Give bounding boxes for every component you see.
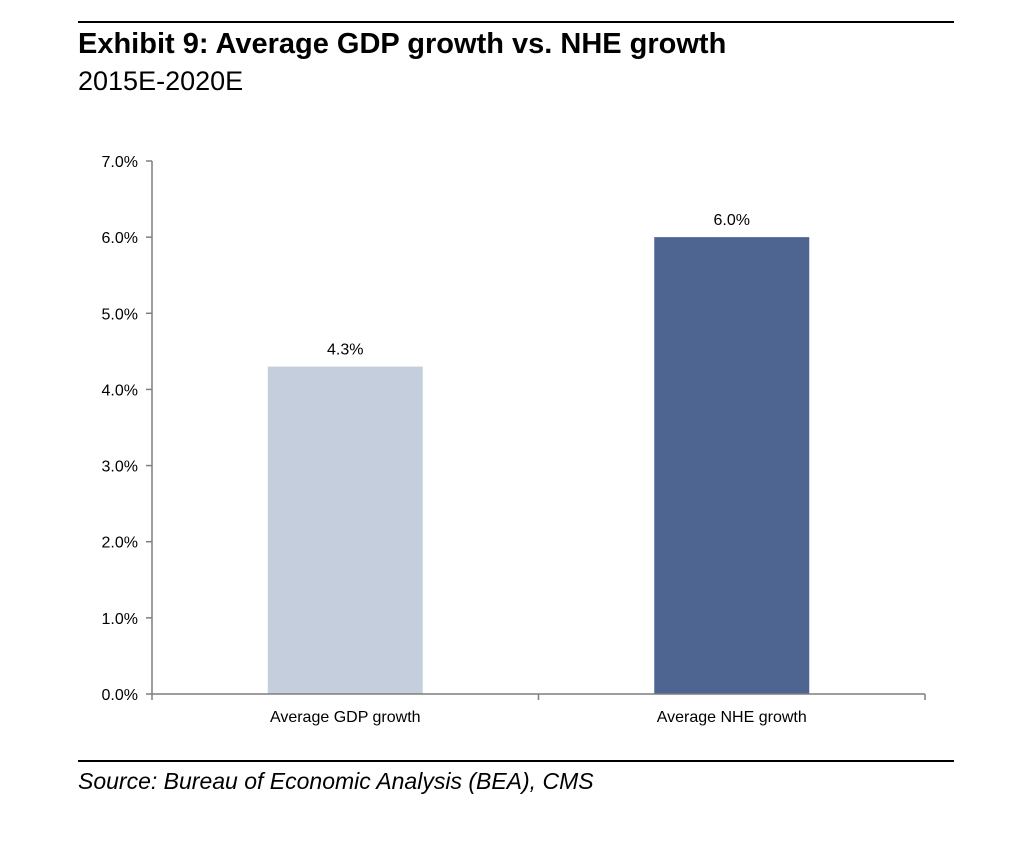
y-tick-label: 0.0% [102,687,138,704]
y-tick-label: 2.0% [102,535,138,552]
source-note: Source: Bureau of Economic Analysis (BEA… [78,768,594,794]
y-tick-label: 7.0% [102,154,138,171]
bars-group: 4.3% 6.0% [267,212,810,694]
y-tick-label: 3.0% [102,459,138,476]
y-axis-ticks: 0.0% 1.0% 2.0% 3.0% 4.0% 5.0% 6.0% 7.0% [102,154,152,704]
bottom-rule [78,760,954,762]
bar-nhe-growth [654,237,810,694]
y-tick-label: 1.0% [102,611,138,628]
bar-data-label: 4.3% [327,342,363,359]
bar-data-label: 6.0% [714,212,750,229]
bar-gdp-growth [267,366,423,694]
x-category-label: Average NHE growth [657,709,807,726]
y-tick-label: 5.0% [102,306,138,323]
x-category-label: Average GDP growth [270,709,421,726]
chart-title: Exhibit 9: Average GDP growth vs. NHE gr… [78,28,727,60]
y-tick-label: 6.0% [102,230,138,247]
top-rule [78,21,954,23]
chart-subtitle: 2015E-2020E [78,66,244,96]
y-tick-label: 4.0% [102,382,138,399]
x-axis-ticks: Average GDP growth Average NHE growth [151,694,926,726]
